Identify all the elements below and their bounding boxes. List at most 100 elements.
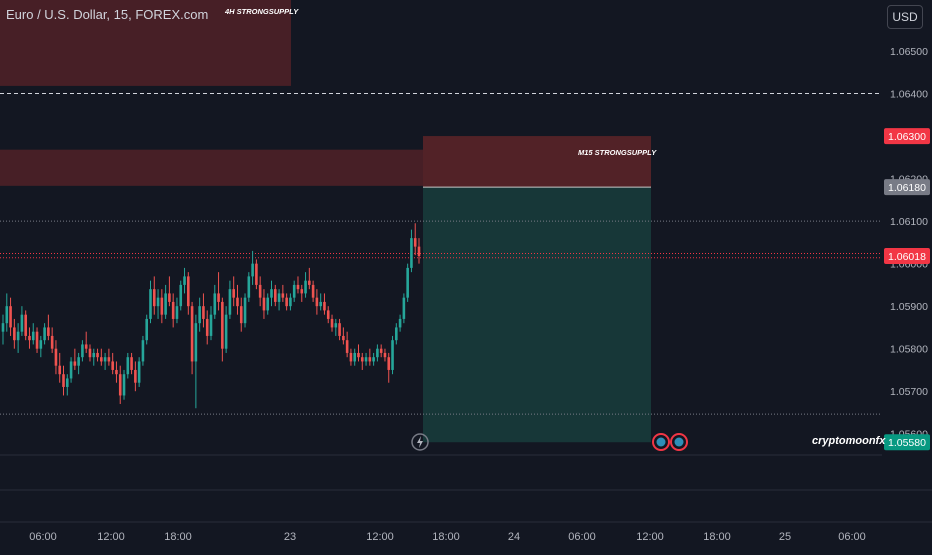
candle-body — [357, 352, 360, 358]
candle-body — [1, 323, 5, 332]
candle-body — [202, 306, 205, 319]
candle-body — [28, 335, 31, 341]
price-axis[interactable]: 1.065001.064001.063001.062001.061001.060… — [882, 0, 932, 550]
dividend-event-icon[interactable] — [652, 433, 670, 451]
price-label-text: 1.06018 — [888, 251, 926, 263]
price-tick-label: 1.06100 — [890, 216, 928, 228]
candle-body — [152, 289, 156, 307]
candle-body — [81, 344, 84, 358]
candle-body — [175, 306, 179, 319]
candle-body — [130, 357, 133, 370]
time-tick-label: 06:00 — [838, 531, 866, 543]
candle-body — [304, 280, 307, 294]
candle-body — [183, 276, 186, 285]
candle-body — [88, 348, 92, 358]
candle-body — [100, 357, 103, 362]
currency-button[interactable]: USD — [887, 5, 923, 29]
price-axis-background — [882, 0, 932, 550]
candle-body — [277, 293, 281, 302]
candle-body — [134, 369, 137, 383]
candle-body — [345, 340, 349, 353]
time-tick-label: 18:00 — [703, 531, 731, 543]
candle-body — [13, 327, 16, 341]
candle-body — [402, 297, 406, 319]
candle-body — [383, 352, 387, 358]
candle-body — [311, 284, 315, 298]
candle-body — [221, 301, 224, 349]
zone-label: M15 STRONGSUPPLY — [578, 148, 657, 157]
candle-body — [111, 361, 114, 370]
watermark-text: cryptomoonfx — [812, 435, 886, 447]
candle-body — [73, 361, 77, 366]
candle-body — [141, 340, 145, 362]
candles-layer — [1, 223, 421, 409]
event-icons-layer[interactable] — [411, 433, 688, 451]
candle-body — [372, 357, 375, 362]
time-tick-label: 12:00 — [636, 531, 664, 543]
time-tick-label: 06:00 — [568, 531, 596, 543]
zones-layer — [0, 0, 651, 443]
candle-body — [270, 289, 273, 298]
candle-body — [266, 297, 270, 311]
candle-body — [65, 378, 69, 387]
candle-body — [353, 352, 357, 362]
candle-body — [171, 301, 175, 319]
candle-body — [194, 323, 198, 362]
price-label-badge — [884, 247, 930, 264]
target-zone — [423, 187, 651, 443]
candle-body — [255, 263, 258, 285]
candle-body — [149, 289, 152, 319]
time-tick-label: 18:00 — [164, 531, 192, 543]
price-tick-label: 1.05800 — [890, 344, 928, 356]
candle-body — [31, 331, 35, 341]
zone-labels-layer: 4H STRONGSUPPLY M15 STRONGSUPPLY — [224, 7, 657, 157]
candle-body — [224, 314, 228, 349]
lightning-event-icon[interactable] — [411, 433, 429, 451]
time-tick-label: 06:00 — [29, 531, 57, 543]
price-label-text: 1.06300 — [888, 131, 926, 143]
time-tick-label: 18:00 — [432, 531, 460, 543]
candle-body — [47, 327, 50, 336]
candle-body — [96, 352, 99, 358]
candle-body — [281, 293, 285, 298]
candle-body — [342, 335, 345, 341]
candle-body — [376, 348, 379, 358]
candle-body — [391, 340, 394, 370]
price-label-text: 1.06180 — [888, 182, 926, 194]
candle-body — [243, 297, 247, 324]
candle-body — [330, 318, 334, 328]
candle-body — [126, 357, 130, 375]
dividend-event-icon[interactable] — [670, 433, 688, 451]
candle-body — [213, 293, 217, 315]
candle-body — [410, 238, 413, 268]
candle-body — [232, 289, 235, 298]
candle-body — [16, 331, 20, 341]
candle-body — [115, 369, 118, 375]
candle-body — [251, 263, 254, 277]
candle-body — [398, 318, 402, 328]
supply-zone — [0, 0, 291, 86]
zone-label: 4H STRONGSUPPLY — [224, 7, 299, 16]
candle-body — [296, 284, 300, 290]
candle-body — [122, 374, 126, 396]
candle-body — [9, 306, 12, 328]
candle-body — [20, 314, 24, 332]
candle-body — [24, 314, 27, 336]
time-tick-label: 12:00 — [97, 531, 125, 543]
candle-body — [308, 280, 311, 285]
candle-body — [326, 310, 330, 319]
price-label-badge — [884, 128, 930, 145]
supply-zone — [0, 149, 423, 186]
candle-body — [103, 357, 107, 362]
candle-body — [217, 293, 220, 302]
candle-body — [395, 327, 398, 341]
time-tick-label: 12:00 — [366, 531, 394, 543]
time-axis[interactable]: 06:00 12:00 18:00 23 12:00 18:00 24 06:00 12:00 1… — [0, 454, 932, 543]
price-label-badge — [884, 179, 930, 196]
price-tick-label: 1.06500 — [890, 46, 928, 58]
candle-body — [62, 374, 65, 387]
candle-body — [160, 297, 164, 315]
candle-body — [289, 297, 292, 307]
